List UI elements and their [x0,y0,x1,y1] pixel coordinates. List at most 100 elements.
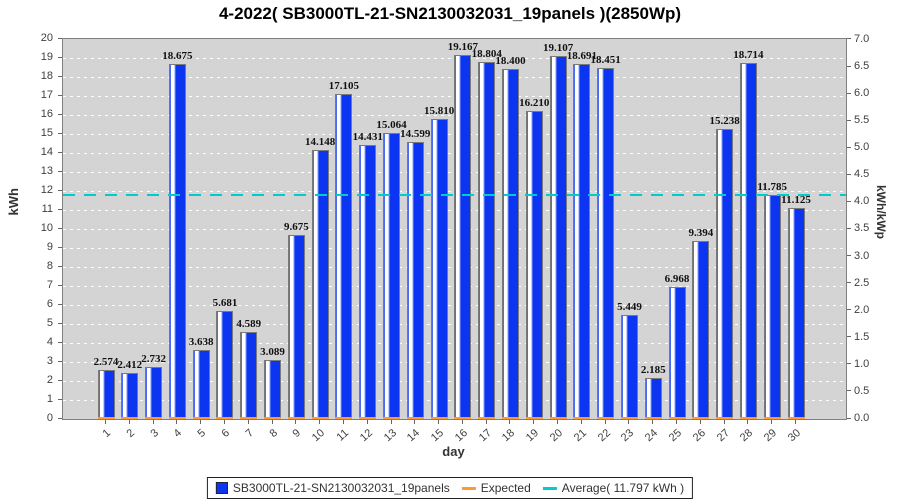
right-tick-label: 6.0 [854,87,870,100]
left-tick-label: 10 [40,222,53,234]
bar-day-1 [97,370,115,419]
bar-value-label: 5.681 [212,297,238,310]
bar-day-17 [478,61,496,419]
expected-mark-day-8 [264,417,282,419]
x-tick [438,420,440,424]
expected-mark-day-4 [168,417,186,419]
bar-value-label: 2.412 [117,359,143,372]
left-tick [58,75,62,77]
x-tick [533,420,535,424]
expected-mark-day-13 [383,417,401,419]
right-tick [847,92,851,94]
expected-mark-day-25 [668,417,686,419]
bar-value-label: 3.089 [260,346,285,359]
right-tick [847,282,851,284]
expected-mark-day-23 [620,417,638,419]
bar-value-label: 2.574 [93,356,119,369]
bar-day-14 [406,141,424,419]
bar-value-label: 18.691 [566,49,597,62]
expected-mark-day-22 [597,417,615,419]
right-tick [847,119,851,121]
bar-value-label: 9.394 [688,226,714,239]
x-tick [580,420,582,424]
bar-day-15 [430,118,448,419]
x-tick [319,420,321,424]
left-tick-label: 4 [46,336,53,348]
expected-mark-day-14 [406,417,424,419]
bar-value-label: 4.589 [236,317,262,330]
bar-value-label: 2.732 [141,353,166,366]
bar-day-8 [264,360,282,419]
left-tick-label: 5 [46,317,53,329]
bar-value-label: 14.431 [352,130,383,143]
right-tick-label: 0.0 [854,412,870,424]
x-tick [604,420,606,424]
right-tick-label: 1.0 [854,357,870,370]
bar-day-30 [787,207,805,419]
left-tick [58,303,62,305]
x-tick [747,420,749,424]
expected-mark-day-5 [192,417,210,419]
left-tick [58,151,62,153]
x-tick [223,420,225,424]
expected-mark-day-10 [311,417,329,419]
left-tick [58,94,62,96]
left-tick-label: 3 [46,355,53,367]
left-tick [58,379,62,381]
bar-value-label: 9.675 [283,221,309,234]
left-tick [58,56,62,58]
legend: SB3000TL-21-SN2130032031_19panels Expect… [206,477,694,499]
left-tick [58,227,62,229]
left-tick-label: 20 [40,32,53,44]
bar-value-label: 18.804 [471,47,502,60]
bar-value-label: 3.638 [188,335,214,348]
right-tick-label: 3.0 [854,249,870,262]
right-tick [847,417,851,419]
right-tick [847,309,851,311]
average-line [63,193,846,196]
right-tick [847,65,851,67]
x-tick [390,420,392,424]
bar-day-21 [573,63,591,419]
bar-day-9 [287,235,305,419]
left-tick [58,246,62,248]
expected-mark-day-29 [763,417,781,419]
x-tick [628,420,630,424]
expected-mark-day-9 [287,417,305,419]
plot-area: 2.574 2.412 2.732 18.675 3.638 5.681 4.589 3.08… [62,38,847,420]
legend-average-label: Average( 11.797 kWh ) [561,481,685,495]
left-tick-label: 2 [46,374,53,386]
expected-mark-day-11 [335,417,353,419]
expected-mark-day-26 [692,417,710,419]
bar-day-20 [549,55,567,419]
bar-day-6 [216,311,234,419]
expected-mark-day-18 [501,417,519,419]
expected-mark-day-6 [216,417,234,419]
right-tick [847,255,851,257]
expected-mark-day-7 [240,417,258,419]
expected-mark-day-16 [454,417,472,419]
left-tick [58,132,62,134]
left-tick [58,113,62,115]
right-tick [847,38,851,40]
x-tick [152,420,154,424]
bar-day-11 [335,94,353,419]
left-tick [58,189,62,191]
left-tick [58,398,62,400]
left-tick-label: 16 [40,108,53,120]
right-tick-label: 3.5 [854,222,870,235]
chart-title: 4-2022( SB3000TL-21-SN2130032031_19panel… [218,4,682,23]
bar-day-7 [240,331,258,419]
legend-series-label: SB3000TL-21-SN2130032031_19panels [232,481,450,495]
right-tick-label: 0.5 [854,384,870,397]
right-tick [847,336,851,338]
left-axis-title: kWh [6,188,21,216]
series-swatch-icon [215,482,228,494]
expected-mark-day-15 [430,417,448,419]
bar-day-12 [359,144,377,419]
expected-mark-day-27 [716,417,734,419]
x-tick [771,420,773,424]
bar-day-2 [121,373,139,419]
expected-mark-day-24 [644,417,662,419]
bar-day-3 [145,367,163,419]
